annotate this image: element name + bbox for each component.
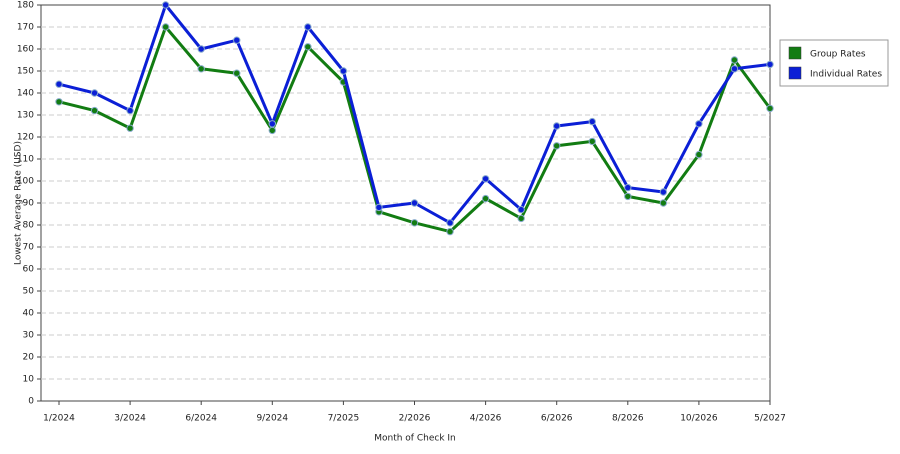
data-point (766, 104, 774, 113)
x-tick-label: 9/2024 (256, 414, 288, 424)
data-point (375, 203, 383, 212)
data-point (446, 219, 454, 227)
data-point (339, 67, 348, 75)
data-point (161, 1, 170, 9)
legend-swatch (788, 46, 802, 60)
x-axis-title: Month of Check In (374, 434, 456, 444)
data-point (161, 23, 170, 31)
x-tick-label: 8/2026 (612, 414, 644, 424)
y-tick-label: 60 (23, 265, 35, 275)
data-point (624, 183, 632, 192)
data-point (304, 43, 312, 51)
y-tick-label: 40 (23, 309, 35, 319)
data-point (624, 192, 632, 201)
x-tick-label: 5/2027 (754, 414, 786, 424)
data-point (481, 175, 490, 183)
x-tick-label: 3/2024 (114, 414, 146, 424)
data-point (695, 150, 703, 159)
data-point (517, 214, 525, 223)
y-tick-label: 180 (17, 1, 34, 11)
legend-label: Individual Rates (810, 70, 882, 80)
y-tick-label: 80 (23, 221, 35, 231)
data-point (730, 56, 739, 64)
x-tick-label: 10/2026 (680, 414, 718, 424)
data-point (481, 194, 490, 203)
data-point (268, 120, 276, 128)
data-point (446, 227, 454, 236)
data-point (268, 126, 276, 135)
y-tick-label: 120 (17, 133, 34, 143)
data-point (197, 45, 205, 53)
x-tick-label: 4/2026 (470, 414, 502, 424)
data-point (517, 205, 525, 214)
data-point (126, 106, 134, 115)
data-point (90, 106, 99, 115)
y-axis-title: Lowest Average Rate (USD) (14, 141, 24, 265)
data-point (730, 65, 739, 73)
data-point (90, 89, 99, 97)
data-point (126, 124, 134, 132)
x-tick-label: 6/2026 (541, 414, 573, 424)
x-tick-label: 7/2025 (328, 414, 360, 424)
data-point (197, 65, 205, 73)
data-point (233, 69, 241, 77)
data-point (553, 122, 561, 130)
data-point (55, 98, 63, 106)
y-tick-label: 0 (28, 397, 34, 407)
y-tick-label: 20 (23, 353, 35, 363)
x-tick-label: 1/2024 (43, 414, 75, 424)
data-point (55, 80, 63, 88)
y-tick-label: 100 (17, 177, 34, 187)
y-tick-label: 10 (23, 375, 35, 385)
y-tick-label: 30 (23, 331, 35, 341)
data-point (304, 23, 312, 31)
data-point (695, 120, 703, 128)
data-point (766, 60, 774, 69)
x-tick-label: 6/2024 (185, 414, 217, 424)
x-tick-label: 2/2026 (399, 414, 431, 424)
y-tick-label: 110 (17, 155, 34, 165)
data-point (410, 219, 419, 227)
y-tick-label: 130 (17, 111, 34, 121)
legend-swatch (788, 66, 802, 80)
y-tick-label: 90 (23, 199, 35, 209)
data-point (233, 36, 241, 44)
data-point (659, 188, 668, 196)
y-tick-label: 70 (23, 243, 35, 253)
y-tick-label: 150 (17, 67, 34, 77)
legend-label: Group Rates (810, 50, 866, 60)
data-point (553, 142, 561, 150)
data-point (659, 199, 668, 207)
y-tick-label: 160 (17, 45, 34, 55)
data-point (588, 137, 596, 146)
y-tick-label: 140 (17, 89, 34, 99)
data-point (410, 199, 419, 207)
y-tick-label: 50 (23, 287, 35, 297)
y-tick-label: 170 (17, 23, 34, 33)
data-point (588, 117, 596, 126)
